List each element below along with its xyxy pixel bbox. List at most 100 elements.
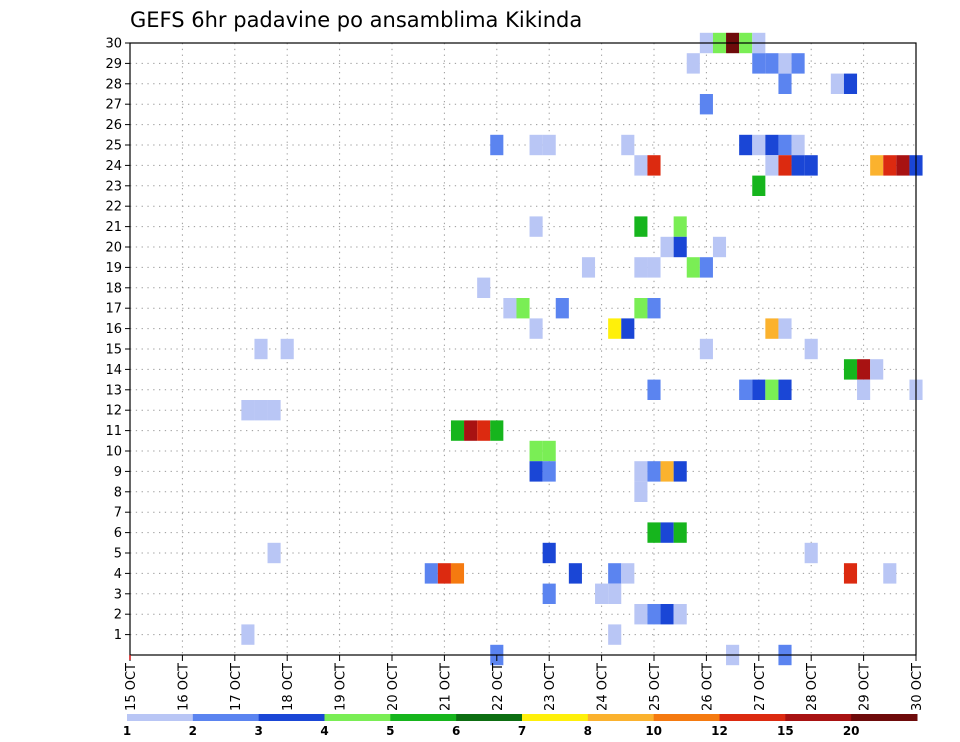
heat-cell: [673, 216, 687, 237]
x-tick-label: 18 OCT: [281, 663, 296, 711]
legend-label: 12: [711, 724, 728, 738]
heat-cell: [778, 318, 792, 339]
heat-cell: [542, 440, 556, 462]
heat-cell: [608, 624, 622, 645]
heat-cell: [752, 134, 766, 156]
x-tick-label: 29 OCT: [858, 663, 873, 711]
heat-cell: [542, 461, 556, 482]
heat-cell: [752, 175, 766, 196]
heat-cell: [241, 624, 255, 645]
heat-cell: [634, 155, 648, 176]
heat-cell: [267, 542, 281, 564]
x-tick-label: 22 OCT: [491, 663, 506, 711]
heat-cell: [804, 155, 818, 176]
heat-cell: [673, 236, 687, 258]
y-tick-label: 14: [105, 363, 122, 378]
heat-cell: [804, 338, 818, 360]
heat-cell: [712, 236, 727, 258]
heat-cell: [778, 53, 792, 74]
heat-cell: [267, 400, 281, 421]
legend-swatch: [127, 714, 194, 721]
x-tick-label: 25 OCT: [648, 663, 663, 711]
legend-swatch: [192, 714, 260, 721]
heat-cell: [424, 563, 438, 584]
heat-cell: [778, 73, 792, 94]
heat-cell: [765, 53, 779, 74]
heat-cell: [464, 420, 478, 441]
legend-swatch: [653, 714, 720, 721]
y-tick-label: 17: [105, 302, 122, 317]
heat-cell: [883, 155, 897, 176]
y-tick-label: 27: [105, 98, 122, 113]
heat-cell: [778, 379, 792, 400]
heat-cell: [857, 359, 871, 380]
heat-cell: [529, 134, 543, 156]
y-tick-label: 29: [105, 57, 122, 72]
heat-cell: [634, 604, 648, 625]
heat-cell: [778, 134, 792, 156]
heat-cell: [529, 461, 543, 482]
heat-cell: [647, 604, 661, 625]
heat-cell: [621, 563, 635, 584]
legend-label: 15: [777, 724, 794, 738]
x-tick-label: 15 OCT: [124, 663, 139, 711]
legend-swatch: [719, 714, 786, 721]
legend-swatch: [456, 714, 523, 721]
y-tick-label: 25: [105, 139, 122, 154]
heat-cell: [883, 563, 897, 584]
y-tick-label: 18: [105, 281, 122, 296]
heat-cell: [254, 400, 268, 421]
y-tick-label: 13: [105, 383, 122, 398]
heat-cell: [870, 359, 884, 380]
heat-cell: [595, 583, 609, 604]
heat-cell: [686, 257, 700, 278]
y-axis: 1234567891011121314151617181920212223242…: [105, 37, 130, 643]
heat-cell: [699, 94, 713, 115]
y-tick-label: 16: [105, 322, 122, 337]
heat-cell: [870, 155, 884, 176]
chart-cells: [241, 32, 923, 666]
heat-cell: [634, 216, 648, 237]
heat-cell: [477, 420, 491, 441]
legend-label: 7: [518, 724, 526, 738]
heat-cell: [516, 298, 530, 319]
x-tick-label: 24 OCT: [596, 663, 611, 711]
y-tick-label: 26: [105, 118, 122, 133]
heat-cell: [477, 277, 491, 298]
y-tick-label: 9: [114, 465, 122, 480]
x-tick-label: 30 OCT: [910, 663, 925, 711]
heat-cell: [843, 563, 858, 584]
heat-cell: [647, 298, 661, 319]
heat-cell: [450, 563, 465, 584]
y-tick-label: 22: [105, 200, 122, 215]
y-tick-label: 12: [105, 404, 122, 419]
heat-cell: [686, 53, 700, 74]
heat-cell: [765, 134, 779, 156]
y-tick-label: 20: [105, 241, 122, 256]
heat-cell: [739, 379, 753, 400]
heat-cell: [634, 461, 648, 482]
y-tick-label: 21: [105, 220, 122, 235]
heat-cell: [450, 420, 465, 441]
heat-cell: [647, 522, 661, 543]
y-tick-label: 24: [105, 159, 122, 174]
heat-cell: [765, 318, 779, 339]
legend-swatch: [390, 714, 457, 721]
y-tick-label: 1: [114, 628, 122, 643]
heat-cell: [804, 542, 818, 564]
heat-cell: [765, 155, 779, 176]
y-tick-label: 4: [114, 567, 122, 582]
y-tick-label: 5: [114, 547, 122, 562]
legend-label: 4: [320, 724, 328, 738]
heat-cell: [529, 318, 543, 339]
heat-cell: [647, 379, 661, 400]
legend-swatch: [851, 714, 918, 721]
legend-label: 6: [452, 724, 460, 738]
y-tick-label: 3: [114, 587, 122, 602]
x-tick-label: 28 OCT: [805, 663, 820, 711]
legend-label: 8: [584, 724, 592, 738]
x-tick-label: 19 OCT: [334, 663, 349, 711]
y-tick-label: 28: [105, 77, 122, 92]
heat-cell: [634, 257, 648, 278]
heat-cell: [280, 338, 294, 360]
